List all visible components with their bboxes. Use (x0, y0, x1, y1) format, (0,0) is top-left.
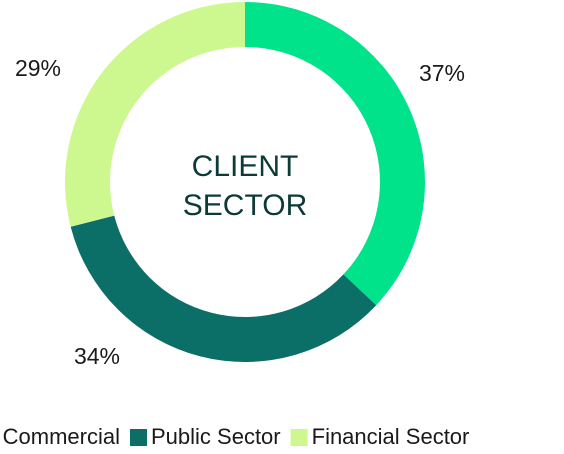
donut-segment (64, 2, 245, 227)
legend-swatch (290, 429, 308, 446)
donut-segment (70, 215, 377, 362)
value-label: 34% (74, 343, 120, 369)
value-label: 29% (15, 55, 61, 81)
value-label: 37% (419, 60, 465, 86)
legend-swatch (130, 429, 147, 446)
center-label: SECTOR (183, 189, 307, 222)
legend-label: Public Sector (151, 424, 281, 449)
center-label: CLIENT (192, 150, 299, 183)
legend-label: Financial Sector (312, 424, 470, 449)
donut-segment (245, 2, 426, 306)
legend-label: Commercial (3, 424, 120, 449)
